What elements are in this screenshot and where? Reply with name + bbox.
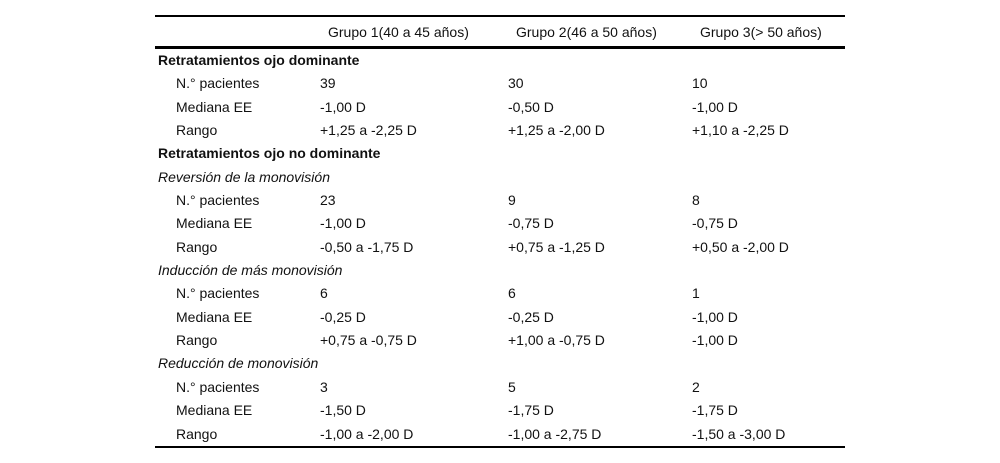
table-row: N.° pacientes 6 6 1 xyxy=(155,282,845,305)
table-row: Rango -0,50 a -1,75 D +0,75 a -1,25 D +0… xyxy=(155,236,845,259)
table-row: N.° pacientes 39 30 10 xyxy=(155,72,845,95)
cell-value: -0,75 D xyxy=(692,215,738,232)
cell-value: +0,75 a -1,25 D xyxy=(508,238,605,255)
cell-value: 8 xyxy=(692,192,700,209)
cell-value: +1,10 a -2,25 D xyxy=(692,122,789,139)
cell-value: -0,25 D xyxy=(320,308,366,325)
table-row: Rango -1,00 a -2,00 D -1,00 a -2,75 D -1… xyxy=(155,423,845,447)
subsection-row: Reducción de monovisión xyxy=(155,352,845,375)
cell-value: -1,00 D xyxy=(692,98,738,115)
header-row: Grupo 1(40 a 45 años) Grupo 2(46 a 50 añ… xyxy=(155,16,845,49)
row-label: Rango xyxy=(176,238,218,255)
header-cell-group3: Grupo 3(> 50 años) xyxy=(692,16,845,49)
table-row: Mediana EE -1,00 D -0,75 D -0,75 D xyxy=(155,212,845,235)
cell-value: 23 xyxy=(320,192,336,209)
cell-value: -0,75 D xyxy=(508,215,554,232)
row-label: Rango xyxy=(176,332,218,349)
cell-value: +0,50 a -2,00 D xyxy=(692,238,789,255)
cell-value: -1,50 a -3,00 D xyxy=(692,425,786,442)
row-label: Mediana EE xyxy=(176,98,253,115)
cell-value: 5 xyxy=(508,378,516,395)
row-label: N.° pacientes xyxy=(176,75,260,92)
cell-value: -1,75 D xyxy=(692,402,738,419)
section-label: Retratamientos ojo dominante xyxy=(158,52,360,68)
subsection-row: Reversión de la monovisión xyxy=(155,166,845,189)
cell-value: 39 xyxy=(320,75,336,92)
subsection-label: Inducción de más monovisión xyxy=(158,262,343,279)
table-body: Retratamientos ojo dominante N.° pacient… xyxy=(155,48,845,447)
subsection-label: Reducción de monovisión xyxy=(158,355,319,372)
cell-value: 6 xyxy=(320,285,328,302)
cell-value: 1 xyxy=(692,285,700,302)
section-row: Retratamientos ojo no dominante xyxy=(155,142,845,165)
section-label: Retratamientos ojo no dominante xyxy=(158,145,381,162)
row-label: Mediana EE xyxy=(176,308,253,325)
row-label: Rango xyxy=(176,425,218,442)
row-label: N.° pacientes xyxy=(176,378,260,395)
cell-value: 30 xyxy=(508,75,524,92)
table-row: N.° pacientes 23 9 8 xyxy=(155,189,845,212)
table-row: Rango +1,25 a -2,25 D +1,25 a -2,00 D +1… xyxy=(155,119,845,142)
table-row: Rango +0,75 a -0,75 D +1,00 a -0,75 D -1… xyxy=(155,329,845,352)
cell-value: -0,25 D xyxy=(508,308,554,325)
row-label: Mediana EE xyxy=(176,402,253,419)
cell-value: +1,00 a -0,75 D xyxy=(508,332,605,349)
cell-value: -0,50 a -1,75 D xyxy=(320,238,414,255)
cell-value: -1,50 D xyxy=(320,402,366,419)
table-header: Grupo 1(40 a 45 años) Grupo 2(46 a 50 añ… xyxy=(155,16,845,49)
cell-value: -1,00 a -2,00 D xyxy=(320,425,414,442)
table-row: N.° pacientes 3 5 2 xyxy=(155,376,845,399)
header-cell-group2: Grupo 2(46 a 50 años) xyxy=(508,16,692,49)
table-row: Mediana EE -1,00 D -0,50 D -1,00 D xyxy=(155,96,845,119)
cell-value: 2 xyxy=(692,378,700,395)
cell-value: -1,00 D xyxy=(320,215,366,232)
cell-value: -1,75 D xyxy=(508,402,554,419)
cell-value: 10 xyxy=(692,75,708,92)
cell-value: -0,50 D xyxy=(508,98,554,115)
cell-value: +0,75 a -0,75 D xyxy=(320,332,417,349)
header-cell-group1: Grupo 1(40 a 45 años) xyxy=(320,16,508,49)
retreatment-data-table: Grupo 1(40 a 45 años) Grupo 2(46 a 50 añ… xyxy=(155,15,845,448)
cell-value: -1,00 D xyxy=(692,308,738,325)
subsection-label: Reversión de la monovisión xyxy=(158,168,330,185)
cell-value: +1,25 a -2,25 D xyxy=(320,122,417,139)
section-row: Retratamientos ojo dominante xyxy=(155,48,845,73)
cell-value: -1,00 D xyxy=(320,98,366,115)
cell-value: -1,00 a -2,75 D xyxy=(508,425,602,442)
table-row: Mediana EE -0,25 D -0,25 D -1,00 D xyxy=(155,306,845,329)
header-cell-empty xyxy=(155,16,320,49)
cell-value: 6 xyxy=(508,285,516,302)
cell-value: 3 xyxy=(320,378,328,395)
cell-value: -1,00 D xyxy=(692,332,738,349)
row-label: Mediana EE xyxy=(176,215,253,232)
row-label: N.° pacientes xyxy=(176,192,260,209)
row-label: Rango xyxy=(176,122,218,139)
subsection-row: Inducción de más monovisión xyxy=(155,259,845,282)
table-row: Mediana EE -1,50 D -1,75 D -1,75 D xyxy=(155,399,845,422)
row-label: N.° pacientes xyxy=(176,285,260,302)
cell-value: +1,25 a -2,00 D xyxy=(508,122,605,139)
cell-value: 9 xyxy=(508,192,516,209)
